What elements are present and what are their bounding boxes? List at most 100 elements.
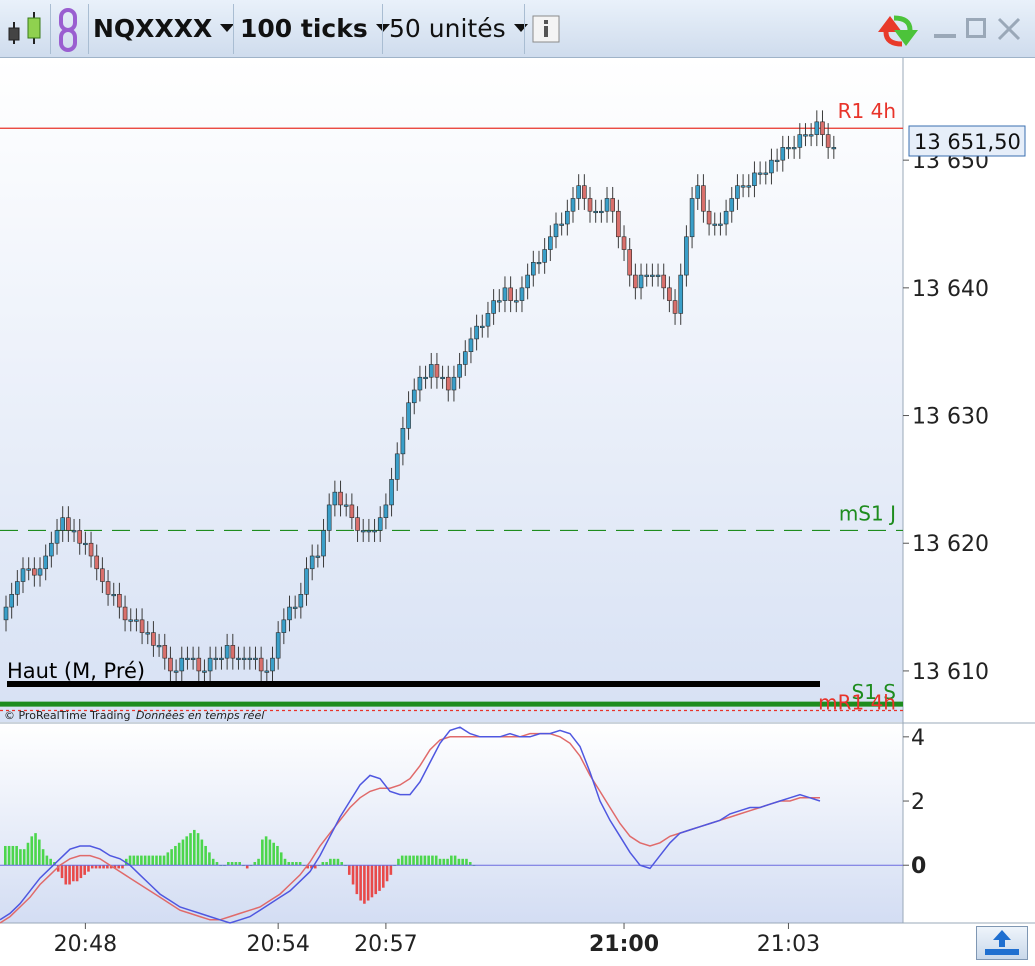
- interval-selector[interactable]: 100 ticks: [240, 0, 390, 58]
- histogram-bar: [34, 833, 37, 866]
- candle-body: [179, 657, 185, 672]
- histogram-bar: [389, 865, 393, 875]
- histogram-bar: [166, 852, 170, 866]
- candle-body: [519, 287, 525, 301]
- histogram-bar: [143, 855, 147, 866]
- candle-body: [207, 657, 213, 672]
- candle-body: [196, 657, 202, 672]
- candle-body: [417, 376, 423, 391]
- candle-body: [468, 338, 474, 352]
- candle-body: [32, 568, 37, 576]
- candle-body: [389, 479, 394, 506]
- histogram-bar: [68, 865, 71, 885]
- histogram-bar: [64, 865, 68, 885]
- candle-body: [434, 364, 440, 378]
- candle-body: [88, 542, 94, 557]
- candle-body: [94, 555, 100, 570]
- histogram-bar: [276, 845, 279, 866]
- candle-body: [655, 274, 661, 277]
- units-label: 50 unités: [389, 14, 506, 43]
- candle-body: [258, 657, 264, 672]
- candle-body: [71, 530, 77, 533]
- histogram-bar: [347, 865, 351, 875]
- maximize-button[interactable]: [966, 18, 986, 38]
- candle-body: [315, 555, 321, 558]
- arrow-up-icon: [985, 930, 1019, 955]
- candle-body: [343, 504, 349, 507]
- candle-body: [740, 185, 746, 188]
- candle-body: [553, 223, 559, 238]
- candle-body: [15, 581, 20, 595]
- refresh-arrows-icon[interactable]: [872, 10, 920, 50]
- histogram-bar: [56, 865, 60, 872]
- candle-body: [593, 210, 598, 214]
- histogram-bar: [22, 849, 26, 866]
- candle-body: [599, 210, 604, 214]
- candle-body: [723, 210, 729, 225]
- candle-body: [173, 670, 179, 673]
- candle-body: [667, 287, 672, 301]
- candle-body: [752, 172, 757, 186]
- histogram-bar: [215, 862, 219, 866]
- candle-body: [326, 504, 332, 531]
- chain-link-icon[interactable]: [55, 8, 83, 52]
- candle-body: [162, 645, 168, 659]
- y-tick-label: 13 630: [912, 405, 989, 430]
- candle-body: [587, 198, 593, 212]
- candle-body: [502, 287, 508, 301]
- candle-body: [491, 300, 496, 314]
- candle-body: [338, 491, 343, 506]
- candle-body: [661, 274, 667, 289]
- main-panel-background: [0, 58, 903, 722]
- candle-body: [445, 376, 451, 391]
- histogram-bar: [200, 839, 204, 866]
- candle-body: [508, 287, 513, 301]
- candle-body: [633, 274, 638, 289]
- interval-label: 100 ticks: [240, 14, 368, 43]
- minimize-button[interactable]: [934, 34, 956, 38]
- histogram-bar: [370, 865, 374, 898]
- candle-body: [349, 504, 355, 518]
- info-icon[interactable]: [532, 15, 560, 43]
- histogram-bar: [332, 858, 336, 866]
- candlestick-icon[interactable]: [4, 10, 46, 50]
- close-icon[interactable]: [996, 16, 1022, 42]
- candle-body: [780, 147, 786, 161]
- histogram-bar: [181, 839, 185, 866]
- histogram-bar: [162, 855, 166, 866]
- histogram-bar: [416, 855, 419, 866]
- candle-body: [746, 185, 752, 188]
- x-tick-label: 21:00: [589, 932, 659, 957]
- histogram-bar: [423, 855, 427, 866]
- histogram-bar: [41, 849, 45, 866]
- units-selector[interactable]: 50 unités: [389, 0, 528, 58]
- histogram-bar: [230, 862, 234, 866]
- histogram-bar: [193, 829, 196, 866]
- candle-body: [718, 223, 723, 226]
- candle-body: [377, 517, 383, 531]
- histogram-bar: [434, 855, 438, 866]
- candle-body: [309, 555, 315, 570]
- candle-body: [355, 517, 360, 531]
- candle-body: [168, 657, 173, 672]
- scroll-to-latest-button[interactable]: [976, 926, 1028, 960]
- histogram-bar: [438, 858, 442, 866]
- ind-y-tick-label: 2: [911, 790, 925, 815]
- candle-body: [60, 517, 66, 531]
- candle-body: [77, 530, 83, 544]
- histogram-bar: [272, 842, 275, 866]
- histogram-bar: [408, 855, 412, 866]
- candle-body: [729, 198, 735, 212]
- symbol-selector[interactable]: NQXXXX: [93, 0, 235, 58]
- histogram-bar: [283, 858, 287, 866]
- histogram-bar: [253, 862, 257, 866]
- candle-body: [270, 657, 275, 672]
- candle-body: [791, 147, 797, 150]
- histogram-bar: [261, 839, 264, 866]
- candle-body: [485, 313, 491, 327]
- histogram-bar: [208, 852, 211, 866]
- macd-line: [0, 726, 821, 924]
- histogram-bar: [385, 865, 389, 882]
